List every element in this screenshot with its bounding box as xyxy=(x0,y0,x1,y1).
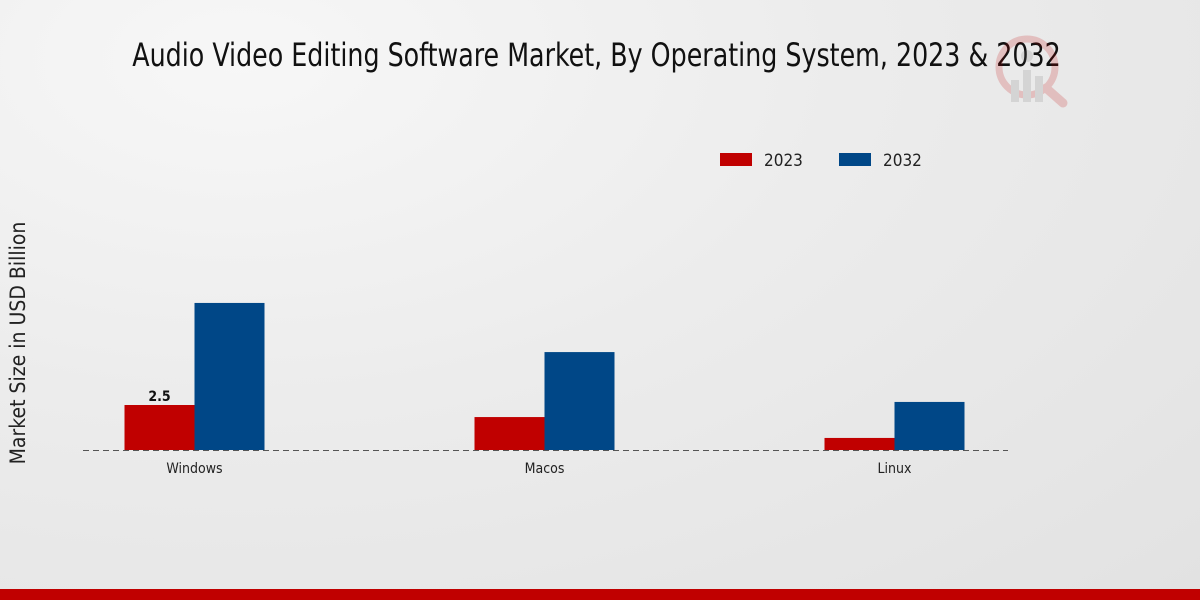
chart-title: Audio Video Editing Software Market, By … xyxy=(132,36,1061,74)
legend-swatch-2032 xyxy=(839,153,871,166)
bar-linux-2023 xyxy=(824,437,895,450)
bar-macos-2032 xyxy=(544,352,615,450)
bar-windows-2032 xyxy=(194,302,265,450)
x-tick-label: Windows xyxy=(166,461,222,477)
bar-linux-2032 xyxy=(894,401,965,450)
footer-bar xyxy=(0,589,1200,600)
legend-label-2023: 2023 xyxy=(764,151,803,171)
bar-windows-2023 xyxy=(124,405,195,450)
bar-macos-2023 xyxy=(474,417,545,450)
legend-label-2032: 2032 xyxy=(883,151,922,171)
legend: 2023 2032 xyxy=(720,151,922,171)
legend-swatch-2023 xyxy=(720,153,752,166)
watermark-logo-icon xyxy=(995,35,1068,108)
x-tick-label: Linux xyxy=(878,461,912,477)
x-tick-label: Macos xyxy=(525,461,565,477)
data-label: 2.5 xyxy=(148,389,170,405)
